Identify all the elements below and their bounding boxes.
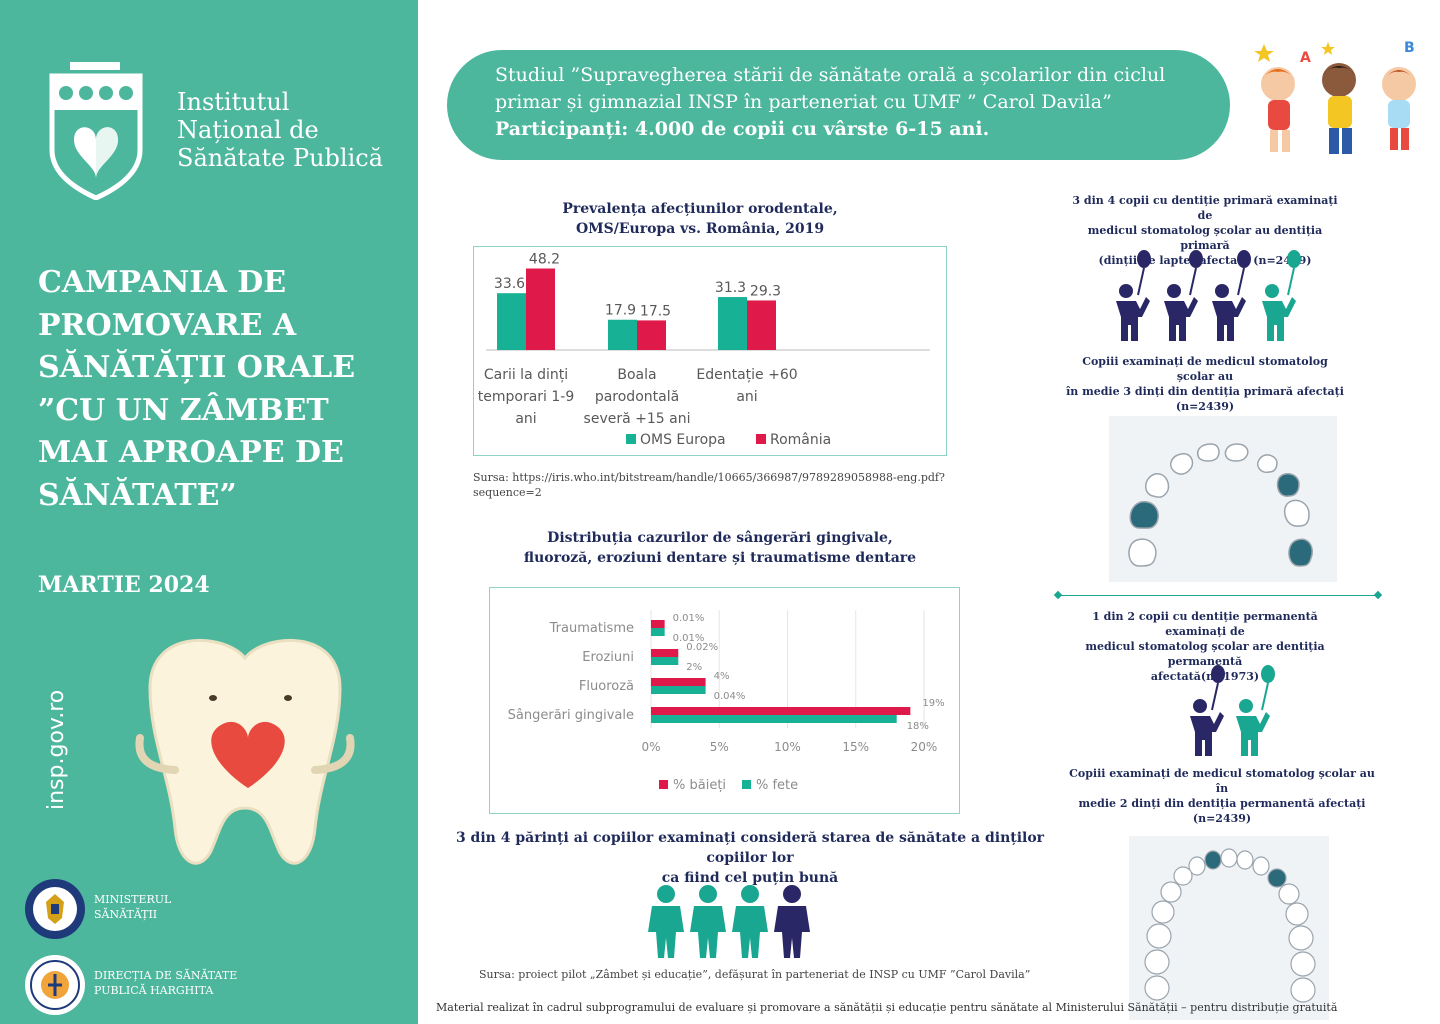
study-banner: Studiul ”Supravegherea stării de sănătat… — [447, 50, 1230, 160]
insp-logo — [48, 60, 144, 204]
chart1-data-label: 17.9 — [605, 303, 636, 319]
chart2-bar — [651, 620, 665, 628]
institute-name: Institutul Național de Sănătate Publică — [177, 88, 384, 172]
study-line-1: Studiul ”Supravegherea stării de sănătat… — [495, 64, 1166, 86]
government-seal-icon — [25, 879, 85, 939]
chart1-category-label: severă +15 ani — [584, 411, 691, 427]
chart1-category-label: ani — [515, 411, 536, 427]
ministry-partner: MINISTERUL SĂNĂTĂȚII — [24, 878, 171, 944]
parents-stat: 3 din 4 părinți ai copiilor examinați co… — [455, 830, 1045, 886]
chart1-legend-label: OMS Europa — [640, 432, 726, 448]
chart2-data-label: 0.01% — [673, 613, 705, 624]
chart2-data-label: 0.02% — [686, 642, 718, 653]
dsp-seal-icon — [25, 955, 85, 1015]
chart1-data-label: 33.6 — [494, 276, 525, 292]
chart2-data-label: 19% — [922, 698, 944, 709]
parents-source: Sursa: proiect pilot „Zâmbet și educație… — [479, 968, 1031, 981]
chart1-bar — [718, 297, 747, 350]
chart2-legend-swatch — [742, 780, 751, 789]
chart1-category-label: Carii la dinți — [484, 367, 568, 383]
left-panel: Institutul Național de Sănătate Publică … — [0, 0, 418, 1024]
right-divider — [1058, 595, 1378, 596]
chart1-category-label: temporari 1-9 — [478, 389, 575, 405]
chart2-bar — [651, 686, 706, 694]
chart2-frame: 0% 5% 10% 15% 20% Traumatisme 0.01% 0.01% Eroziu… — [489, 587, 960, 814]
chart2-bar — [651, 715, 897, 723]
dsp-partner: DIRECȚIA DE SĂNĂTATE PUBLICĂ HARGHITA — [24, 954, 237, 1020]
chart2-tick-label: 10% — [774, 740, 801, 754]
stat-permanent-average: Copiii examinați de medicul stomatolog ș… — [1069, 767, 1375, 825]
campaign-date: MARTIE 2024 — [38, 572, 210, 598]
chart2-bar — [651, 707, 911, 715]
website-link[interactable]: insp.gov.ro — [44, 689, 69, 810]
chart1-data-label: 48.2 — [529, 251, 560, 267]
chart1-data-label: 17.5 — [640, 303, 671, 319]
svg-text:B: B — [1404, 40, 1415, 56]
dsp-name: DIRECȚIA DE SĂNĂTATE PUBLICĂ HARGHITA — [94, 969, 238, 997]
chart1-category-label: Boala — [617, 367, 656, 383]
prevalence-chart: 33.648.2 Carii la dinți temporari 1-9 ani 17… — [478, 251, 930, 448]
chart2-category-label: Sângerări gingivale — [508, 708, 634, 723]
chart2-tick-label: 20% — [911, 740, 938, 754]
chart2-bar — [651, 678, 706, 686]
chart1-data-label: 31.3 — [715, 280, 746, 296]
chart2-data-label: 2% — [686, 662, 702, 673]
stat-primary-affected: 3 din 4 copii cu dentiție primară examin… — [1072, 194, 1338, 267]
divider-left-marker — [1053, 590, 1063, 600]
chart2-data-label: 0.04% — [714, 691, 746, 702]
chart1-category-label: ani — [736, 389, 757, 405]
chart2-legend-swatch — [659, 780, 668, 789]
chart1-bar — [637, 320, 666, 350]
stat-permanent-affected: 1 din 2 copii cu dentiție permanentă exa… — [1085, 610, 1325, 683]
chart2-category-label: Fluoroză — [579, 679, 634, 694]
chart2-bar — [651, 657, 679, 665]
campaign-title: CAMPANIA DE PROMOVARE A SĂNĂTĂȚII ORALE … — [38, 265, 356, 513]
chart2-bar — [651, 628, 665, 636]
primary-teeth-panel — [1109, 416, 1337, 582]
study-participants: Participanți: 4.000 de copii cu vârste 6… — [495, 118, 990, 140]
chart1-legend-label: România — [770, 432, 831, 448]
chart1-bar — [526, 268, 555, 350]
chart1-category-label: parodontală — [595, 389, 679, 405]
distribution-chart: 0% 5% 10% 15% 20% Traumatisme 0.01% 0.01% Eroziu… — [508, 610, 945, 793]
chart2-tick-label: 15% — [842, 740, 869, 754]
chart2-tick-label: 5% — [710, 740, 729, 754]
parents-people-icons — [646, 884, 816, 964]
footer-note: Material realizat în cadrul subprogramul… — [436, 1001, 1338, 1014]
svg-text:A: A — [1300, 50, 1311, 66]
balloon-kids-2 — [1182, 662, 1282, 762]
chart1-source: Sursa: https://iris.who.int/bitstream/ha… — [473, 471, 945, 499]
chart1-frame: 33.6 48.2 Carii la dinți temporari 1-9 ani 17… — [473, 246, 947, 456]
chart2-category-label: Eroziuni — [582, 650, 634, 665]
chart2-title: Distribuția cazurilor de sângerări gingi… — [523, 530, 917, 566]
chart1-bar — [608, 319, 637, 350]
tooth-heart-illustration — [130, 628, 360, 877]
study-line-2: primar și gimnazial INSP în parteneriat … — [495, 91, 1112, 113]
chart1-data-label: 29.3 — [750, 283, 781, 299]
permanent-teeth-panel — [1129, 836, 1329, 1020]
chart1-legend-swatch — [626, 434, 636, 444]
chart2-bar — [651, 649, 679, 657]
chart2-data-label: 4% — [714, 671, 730, 682]
chart2-legend-label: % băieți — [673, 778, 726, 793]
chart2-category-label: Traumatisme — [549, 621, 634, 636]
ministry-name: MINISTERUL SĂNĂTĂȚII — [94, 893, 172, 921]
balloon-kids-1 — [1108, 247, 1308, 347]
chart1-category-label: Edentație +60 — [696, 367, 797, 383]
chart2-tick-label: 0% — [641, 740, 660, 754]
chart1-bar — [497, 293, 526, 350]
chart2-data-label: 18% — [907, 721, 929, 732]
chart1-title: Prevalența afecțiunilor orodentale, OMS/… — [562, 201, 838, 237]
chart1-bar — [747, 300, 776, 350]
chart2-legend-label: % fete — [756, 778, 798, 793]
children-illustration: A B — [1244, 36, 1434, 170]
divider-right-marker — [1373, 590, 1383, 600]
chart2-data-label: 0.01% — [673, 633, 705, 644]
chart1-legend-swatch — [756, 434, 766, 444]
stat-primary-average: Copiii examinați de medicul stomatolog ș… — [1066, 355, 1344, 413]
